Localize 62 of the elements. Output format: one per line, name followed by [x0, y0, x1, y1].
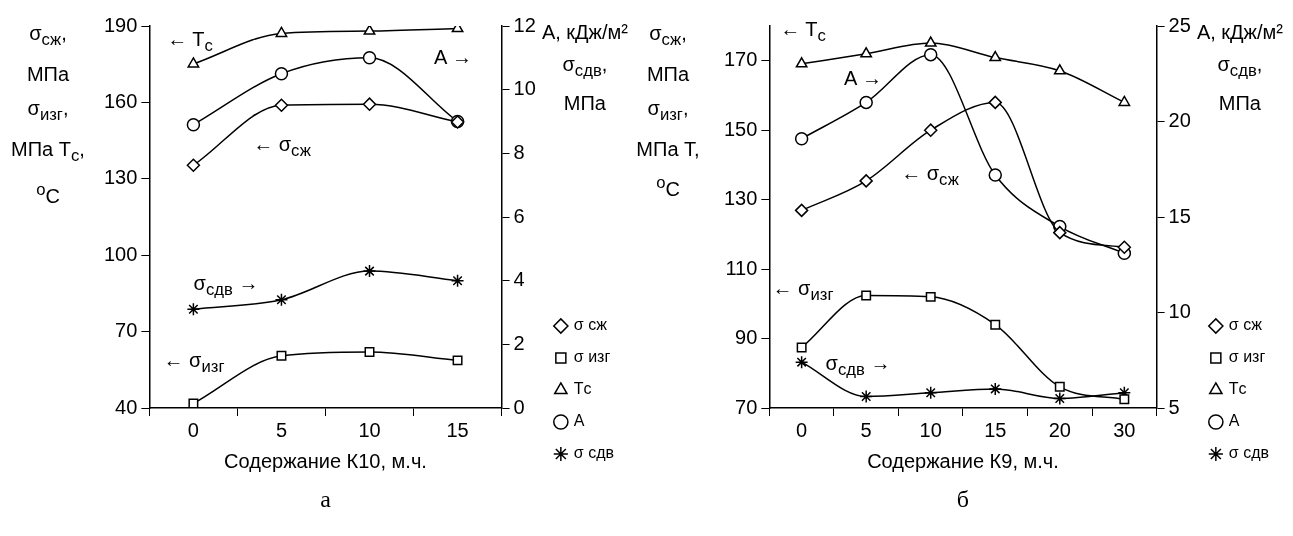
y2-tick-label: 25 — [1168, 13, 1191, 36]
y-tick-label: 40 — [115, 395, 138, 418]
y2-tick-label: 10 — [1168, 300, 1191, 323]
y-tick-label: 70 — [735, 395, 758, 418]
annotation: ← σ$_{сж}$ — [253, 133, 311, 161]
legend-label: σ изг — [1228, 348, 1266, 366]
annotation: ← T$_{с}$ — [780, 18, 826, 46]
legend-label: σ сж — [1228, 316, 1263, 334]
y2-tick-label: 20 — [1168, 109, 1191, 132]
y2-tick-label: 8 — [513, 140, 525, 163]
x-axis-title: Содержание К10, м.ч. — [224, 449, 427, 472]
y-tick-label: 160 — [103, 89, 138, 112]
y2-tick-label: 5 — [1168, 395, 1180, 418]
text: σ$_{сж}$, МПа σ$_{изг}$, МПа T$_{с}$, $^{o}$C — [11, 22, 85, 207]
annotation: σ$_{сдв}$ → — [825, 352, 891, 380]
annotation: ← σ$_{изг}$ — [163, 349, 225, 377]
y-tick-label: 110 — [725, 256, 758, 279]
annotation: ← σ$_{изг}$ — [772, 277, 834, 305]
y-tick-label: 70 — [115, 319, 138, 342]
x-tick-label: 20 — [1048, 418, 1071, 441]
x-tick-label: 10 — [358, 418, 381, 441]
y2-tick-label: 10 — [513, 77, 536, 100]
y-tick-label: 90 — [735, 326, 758, 349]
x-tick-label: 10 — [919, 418, 942, 441]
y2-tick-label: 12 — [513, 13, 536, 36]
y-tick-label: 150 — [723, 117, 758, 140]
legend-label: A — [1228, 412, 1240, 430]
y-tick-label: 130 — [723, 187, 758, 210]
y2-tick-label: 15 — [1168, 204, 1191, 227]
y2-axis-title: A, кДж/м² σ$_{сдв}$, МПа — [1196, 20, 1283, 116]
x-tick-label: 0 — [187, 418, 199, 441]
x-tick-label: 15 — [984, 418, 1007, 441]
y2-tick-label: 0 — [513, 395, 525, 418]
legend-label: σ изг — [573, 348, 611, 366]
y2-axis-title: A, кДж/м² σ$_{сдв}$, МПа — [541, 20, 628, 116]
legend-label: Tс — [1228, 380, 1247, 398]
annotation: ← σ$_{сж}$ — [901, 162, 959, 190]
y-tick-label: 100 — [103, 242, 138, 265]
y2-tick-label: 6 — [513, 204, 525, 227]
legend-label: Tс — [573, 380, 592, 398]
y2-tick-label: 4 — [513, 268, 525, 291]
annotation: ← T$_{с}$ — [167, 28, 213, 56]
text: а — [320, 486, 331, 513]
annotation: A → — [434, 45, 472, 69]
y2-tick-label: 2 — [513, 331, 525, 354]
y-tick-label: 130 — [103, 166, 138, 189]
legend-label: σ сж — [573, 316, 608, 334]
annotation: σ$_{сдв}$ → — [193, 272, 259, 300]
x-tick-label: 0 — [796, 418, 808, 441]
text: σ$_{сж}$, МПа σ$_{изг}$, МПа T, $^{o}$C — [636, 22, 700, 200]
y-tick-label: 170 — [723, 48, 758, 71]
y-tick-label: 190 — [103, 13, 138, 36]
x-tick-label: 15 — [446, 418, 469, 441]
legend-label: σ сдв — [573, 444, 614, 462]
text: б — [956, 486, 970, 513]
legend-label: σ сдв — [1228, 444, 1269, 462]
legend-label: A — [573, 412, 585, 430]
x-axis-title: Содержание К9, м.ч. — [867, 449, 1059, 472]
x-tick-label: 30 — [1113, 418, 1136, 441]
x-tick-label: 5 — [275, 418, 288, 441]
x-tick-label: 5 — [860, 418, 872, 441]
annotation: A → — [844, 66, 882, 90]
